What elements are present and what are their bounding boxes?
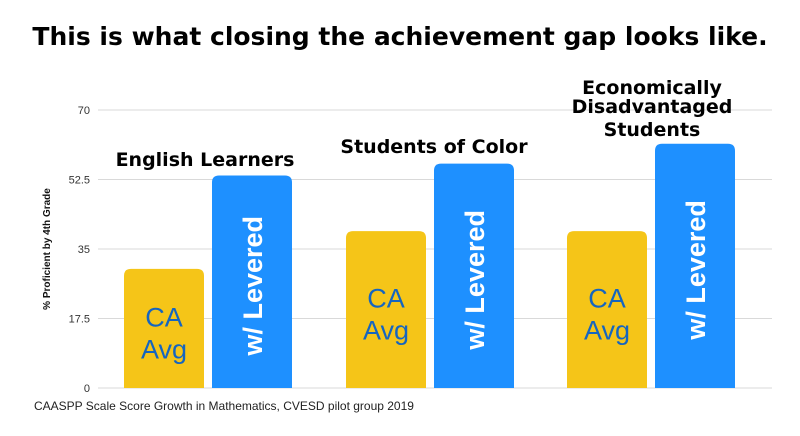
bar-label-ca-avg: CA Avg <box>141 302 187 364</box>
category-label: Students of Color <box>340 136 528 158</box>
category-label: English Learners <box>116 149 295 171</box>
bar-levered <box>212 175 292 388</box>
y-tick-label: 0 <box>84 383 90 395</box>
y-tick-label: 17.5 <box>69 314 90 326</box>
bar-ca-avg <box>124 268 204 388</box>
y-tick-label: 35 <box>78 244 90 256</box>
bar-label-ca-avg: CA Avg <box>363 284 409 346</box>
y-tick-labels: 0 17.5 35 52.5 70 <box>69 105 90 395</box>
category-label: Economically Disadvantaged Students <box>572 77 733 141</box>
y-axis-label: % Proficient by 4th Grade <box>42 188 53 310</box>
source-note: CAASPP Scale Score Growth in Mathematics… <box>34 399 414 413</box>
bar-label-levered: w/ Levered <box>238 216 268 357</box>
bars: CA Avg CA Avg CA Avg w/ Levered w/ Levered w/ Le… <box>124 143 735 388</box>
bar-label-levered: w/ Levered <box>460 210 490 351</box>
bar-ca-avg <box>567 231 647 388</box>
bar-label-ca-avg: CA Avg <box>584 284 630 346</box>
y-tick-label: 52.5 <box>69 175 90 187</box>
bar-ca-avg <box>346 231 426 388</box>
bar-label-levered: w/ Levered <box>681 200 711 341</box>
y-tick-label: 70 <box>78 105 90 117</box>
chart-title: This is what closing the achievement gap… <box>32 22 768 51</box>
category-labels: English Learners Students of Color Economi… <box>116 77 733 171</box>
bar-levered <box>655 143 735 388</box>
bar-levered <box>434 163 514 388</box>
